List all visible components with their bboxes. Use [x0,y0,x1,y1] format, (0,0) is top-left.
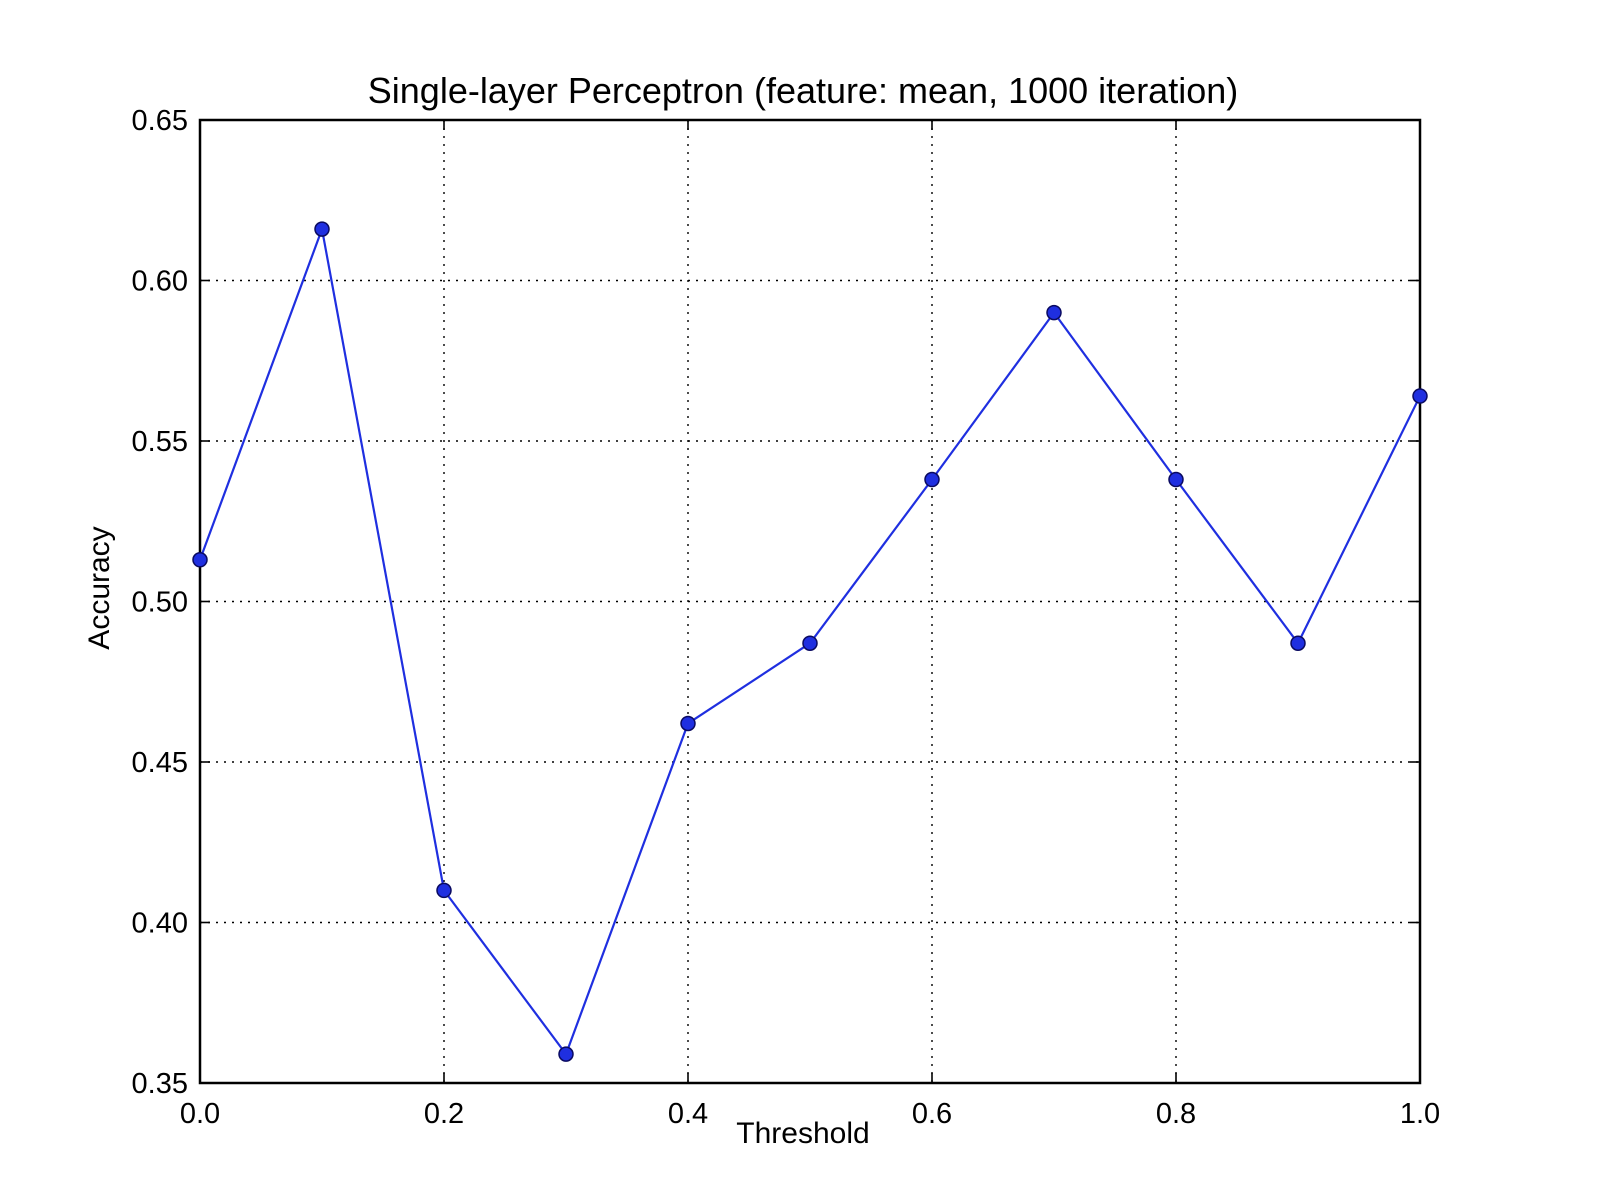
x-axis-label: Threshold [736,1117,869,1150]
data-point [1168,471,1184,488]
x-tick-label: 0.0 [180,1098,220,1130]
data-point [1412,388,1428,404]
x-tick-label: 0.4 [668,1098,708,1130]
data-point [680,715,696,732]
data-point [558,1046,574,1062]
y-tick-label: 0.45 [132,747,188,779]
y-axis-label: Accuracy [83,526,116,649]
series [192,221,1428,1062]
y-tick-label: 0.50 [132,587,188,619]
data-point [1046,304,1062,321]
x-tick-label: 1.0 [1400,1098,1440,1130]
y-tick-label: 0.65 [132,105,188,137]
y-tick-label: 0.40 [132,908,188,940]
data-point [1290,635,1306,651]
tick-labels: 0.0 0.2 0.4 0.6 0.8 1.0 0.35 0.40 0.45 0.50 0.55 0.… [132,105,1441,1130]
y-tick-label: 0.35 [132,1068,188,1100]
x-tick-label: 0.6 [912,1098,952,1130]
data-point [314,221,330,237]
x-tick-label: 0.8 [1156,1098,1196,1130]
x-tick-label: 0.2 [424,1098,464,1130]
data-point [924,471,940,488]
grid [200,120,1420,1083]
plot-frame [198,118,1422,1085]
data-point [192,552,208,568]
y-tick-label: 0.55 [132,426,188,458]
y-tick-label: 0.60 [132,266,188,298]
chart-title: Single-layer Perceptron (feature: mean, … [368,70,1238,111]
data-point [802,635,818,651]
data-point [436,882,452,899]
